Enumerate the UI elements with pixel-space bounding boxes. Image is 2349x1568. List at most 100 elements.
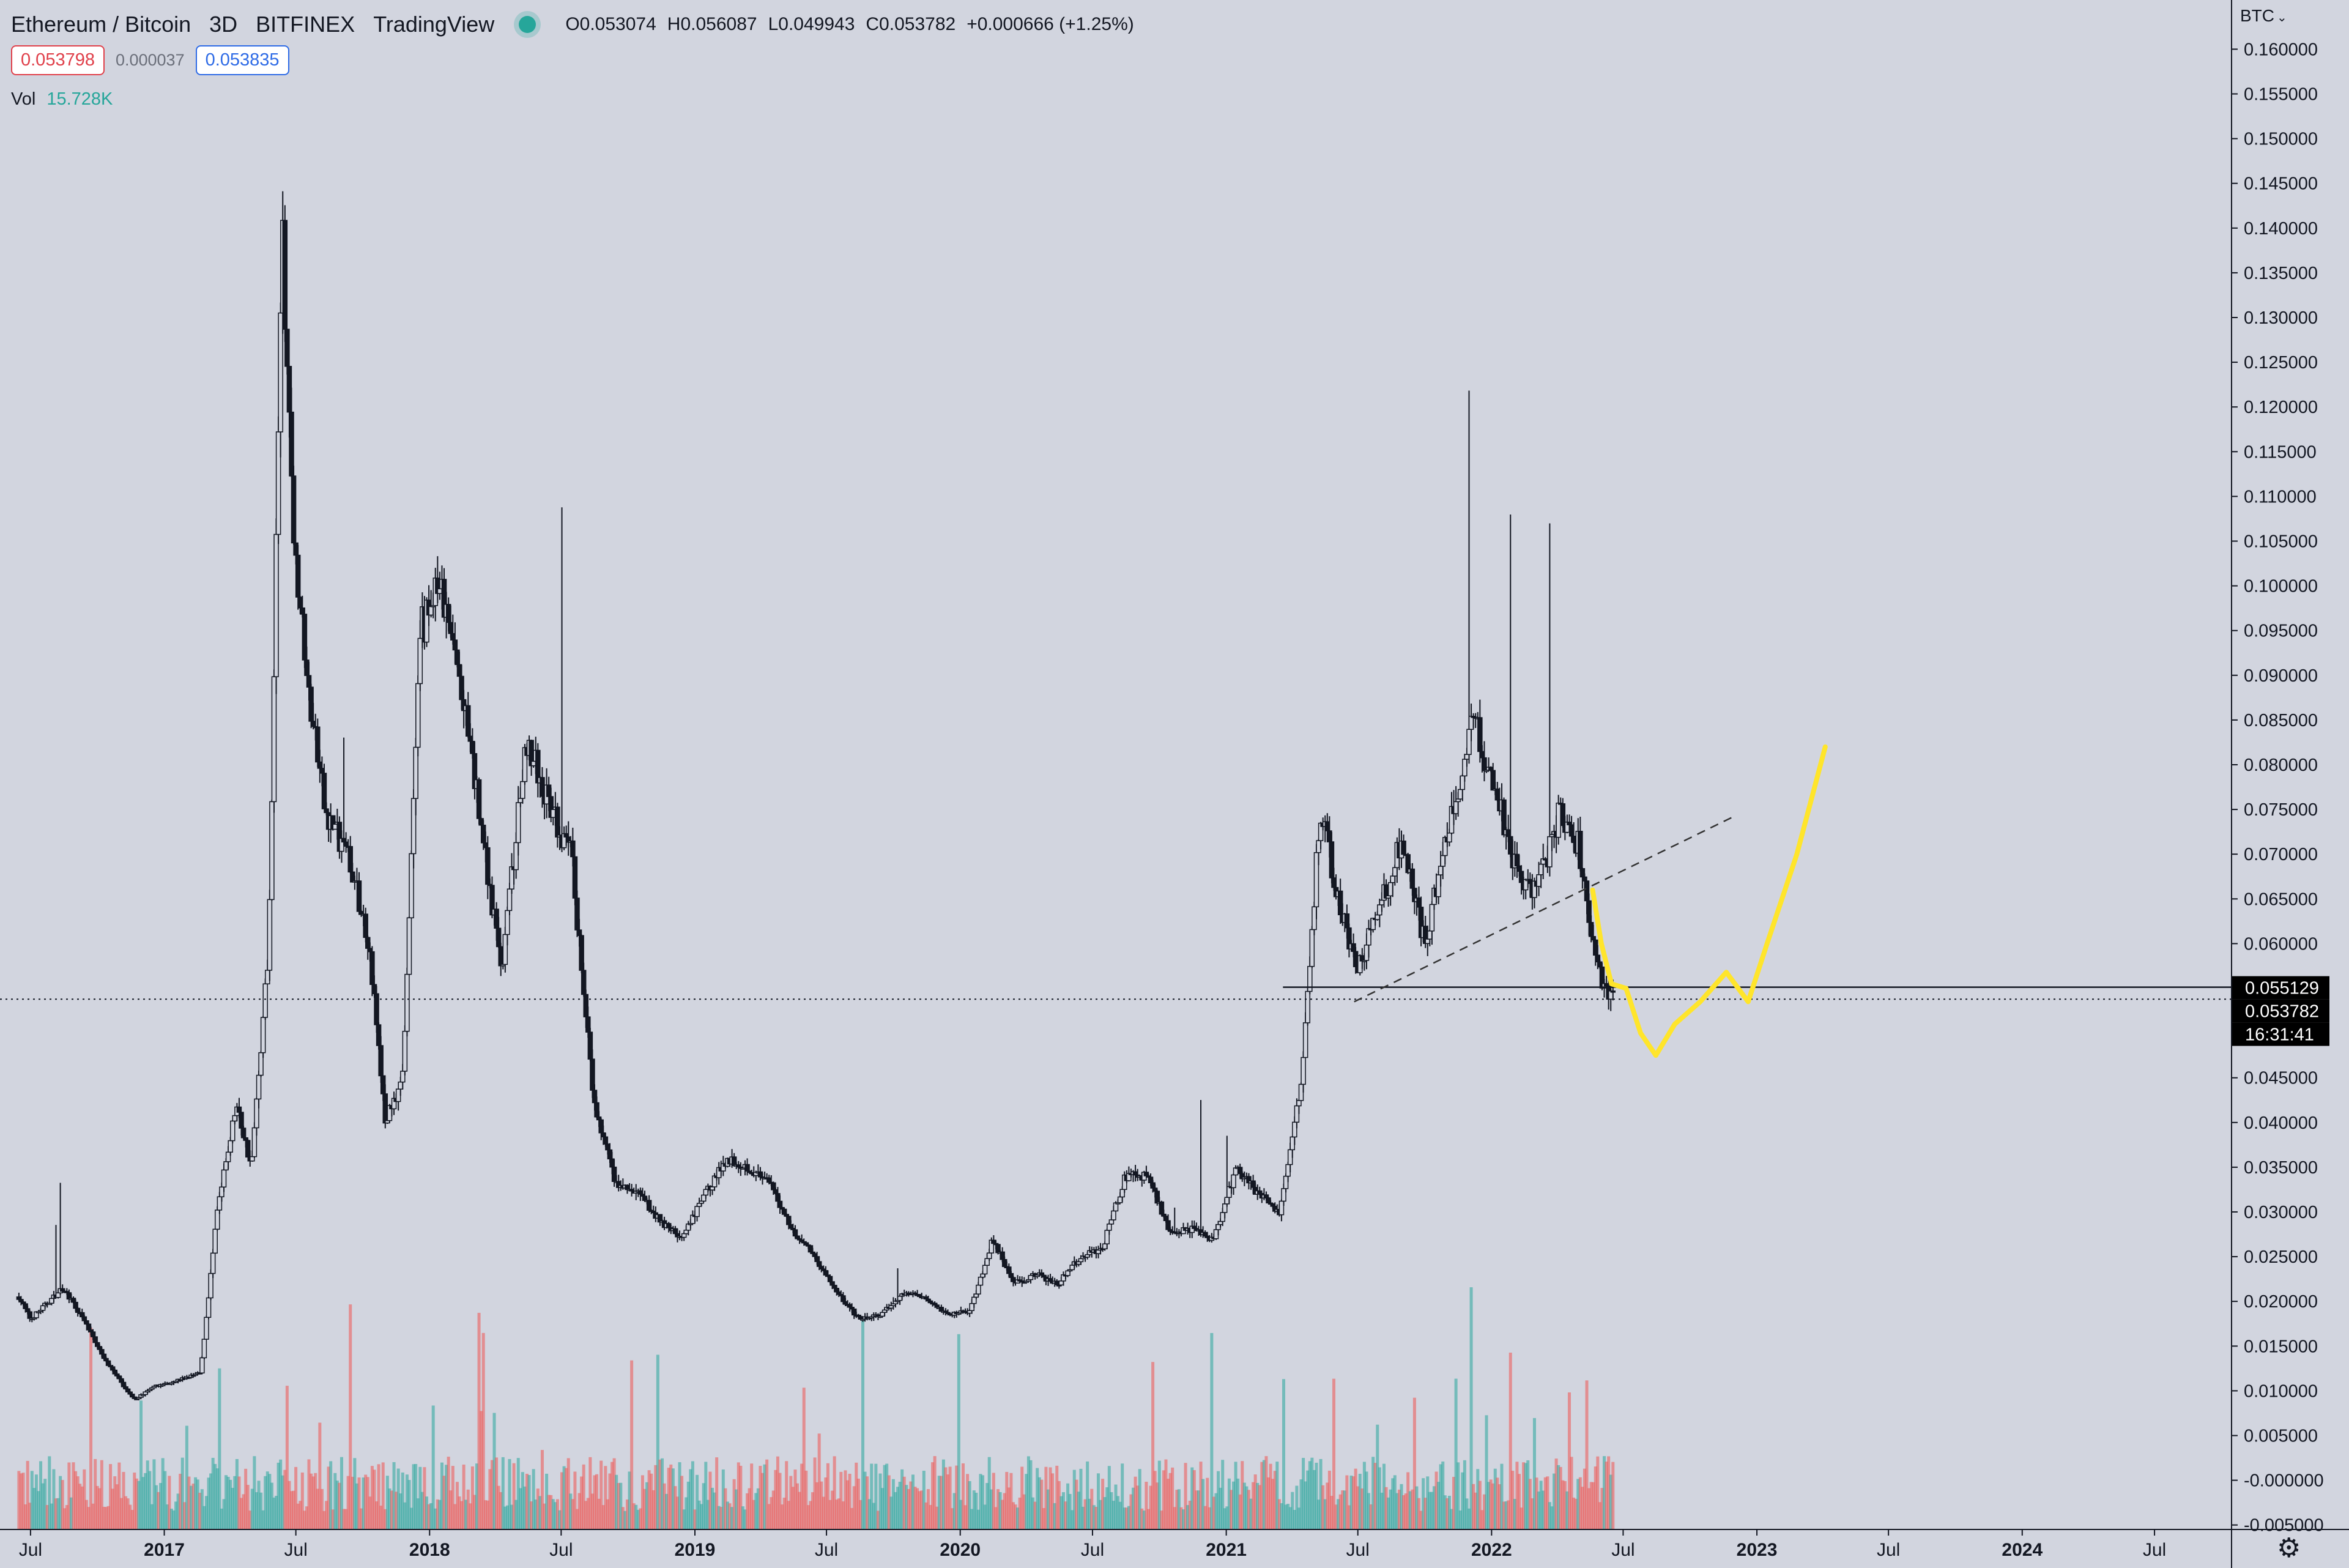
volume-bar <box>994 1507 998 1529</box>
volume-bar <box>588 1457 592 1529</box>
volume-bar <box>617 1483 620 1529</box>
volume-bar <box>985 1483 989 1529</box>
volume-bar <box>1016 1507 1020 1529</box>
candle-body <box>609 1158 615 1168</box>
candle-body <box>204 1317 209 1340</box>
interval-label[interactable]: 3D <box>209 12 238 37</box>
volume-bar <box>377 1464 380 1529</box>
candle-body <box>666 1223 672 1228</box>
volume-bar <box>1507 1500 1510 1529</box>
volume-bar <box>102 1506 106 1529</box>
volume-bar <box>848 1473 852 1529</box>
volume-bar <box>525 1473 529 1529</box>
volume-bar <box>872 1503 875 1529</box>
candle-body <box>286 366 292 413</box>
volume-bar <box>920 1490 924 1529</box>
candle-body <box>256 1074 262 1100</box>
candle-body <box>223 1161 229 1171</box>
volume-bar <box>955 1465 959 1529</box>
volume-bar <box>1146 1509 1150 1529</box>
projection-path[interactable] <box>1590 744 1828 1058</box>
candle-body <box>121 1381 127 1388</box>
volume-bar <box>54 1498 58 1529</box>
x-tick-label: Jul <box>2143 1540 2166 1560</box>
candle-body <box>1351 943 1356 952</box>
volume-bar <box>254 1492 258 1529</box>
volume-bar <box>1332 1378 1335 1529</box>
volume-bar <box>1478 1481 1482 1529</box>
volume-bar <box>1487 1482 1491 1529</box>
volume-bar <box>739 1465 743 1529</box>
volume-bar <box>752 1499 755 1529</box>
volume-bar <box>272 1497 276 1529</box>
volume-bar <box>1352 1476 1356 1529</box>
volume-bar <box>455 1482 459 1529</box>
candle-body <box>1462 759 1468 777</box>
volume-bar <box>1234 1462 1238 1529</box>
volume-bar <box>1232 1481 1236 1529</box>
candle-body <box>1401 840 1406 855</box>
candle-body <box>598 1119 604 1134</box>
candle-body <box>245 1140 251 1158</box>
candle-body <box>404 973 410 1032</box>
trendline[interactable] <box>1354 816 1734 1003</box>
gear-icon[interactable]: ⚙ <box>2277 1533 2301 1563</box>
buy-price-button[interactable]: 0.053835 <box>195 45 289 75</box>
candle-body <box>409 853 414 918</box>
candle-body <box>775 1193 781 1202</box>
volume-bar <box>139 1400 143 1529</box>
candle-body <box>86 1323 92 1331</box>
candle-body <box>258 1052 264 1076</box>
volume-bar <box>1297 1507 1301 1529</box>
countdown-label-bg <box>2232 1022 2329 1046</box>
candle-body <box>502 934 508 965</box>
candle-body <box>1237 1167 1243 1175</box>
volume-bar <box>776 1456 779 1529</box>
drawings[interactable] <box>0 744 2232 1058</box>
volume-bar <box>793 1470 797 1529</box>
volume-bar <box>746 1493 749 1529</box>
currency-selector[interactable]: BTC ⌄ <box>2240 6 2287 26</box>
volume-bar <box>689 1469 692 1529</box>
volume-bar <box>375 1501 379 1529</box>
volume-bar <box>1395 1493 1399 1529</box>
y-tick-label: 0.145000 <box>2244 174 2318 194</box>
volume-bar <box>828 1499 832 1529</box>
candle-body <box>1224 1197 1230 1205</box>
volume-bar <box>425 1496 429 1529</box>
volume-bar <box>658 1459 662 1529</box>
candle-body <box>306 675 312 688</box>
volume-bar <box>1306 1470 1310 1529</box>
sell-price-button[interactable]: 0.053798 <box>11 45 105 75</box>
candle-body <box>101 1353 107 1359</box>
volume-bar <box>590 1493 594 1529</box>
volume-bar <box>360 1508 363 1529</box>
low-value: L0.049943 <box>768 14 855 34</box>
volume-bar <box>1607 1456 1611 1529</box>
volume-bar <box>519 1488 522 1529</box>
volume-bar <box>492 1413 496 1529</box>
symbol-title[interactable]: Ethereum / Bitcoin <box>11 12 191 37</box>
volume-bar <box>19 1473 23 1529</box>
volume-bar <box>45 1505 49 1529</box>
volume-bar <box>235 1458 239 1529</box>
volume-bar <box>696 1474 699 1529</box>
volume-bar <box>1567 1392 1571 1529</box>
volume-bar <box>1227 1478 1231 1529</box>
volume-bar <box>259 1492 263 1529</box>
volume-bar <box>1114 1484 1118 1529</box>
volume-bar <box>329 1461 333 1529</box>
volume-bar <box>333 1473 337 1529</box>
candle-body <box>1436 874 1441 897</box>
candle-body <box>1096 1249 1101 1254</box>
volume-bar <box>1083 1499 1087 1529</box>
candle-body <box>576 929 582 936</box>
volume-bar <box>1581 1487 1584 1529</box>
x-tick-label: 2022 <box>1471 1540 1512 1560</box>
volume-bar <box>918 1491 921 1529</box>
candle-body <box>265 970 270 984</box>
volume-bar <box>859 1499 863 1529</box>
volume-bar <box>1553 1473 1556 1529</box>
